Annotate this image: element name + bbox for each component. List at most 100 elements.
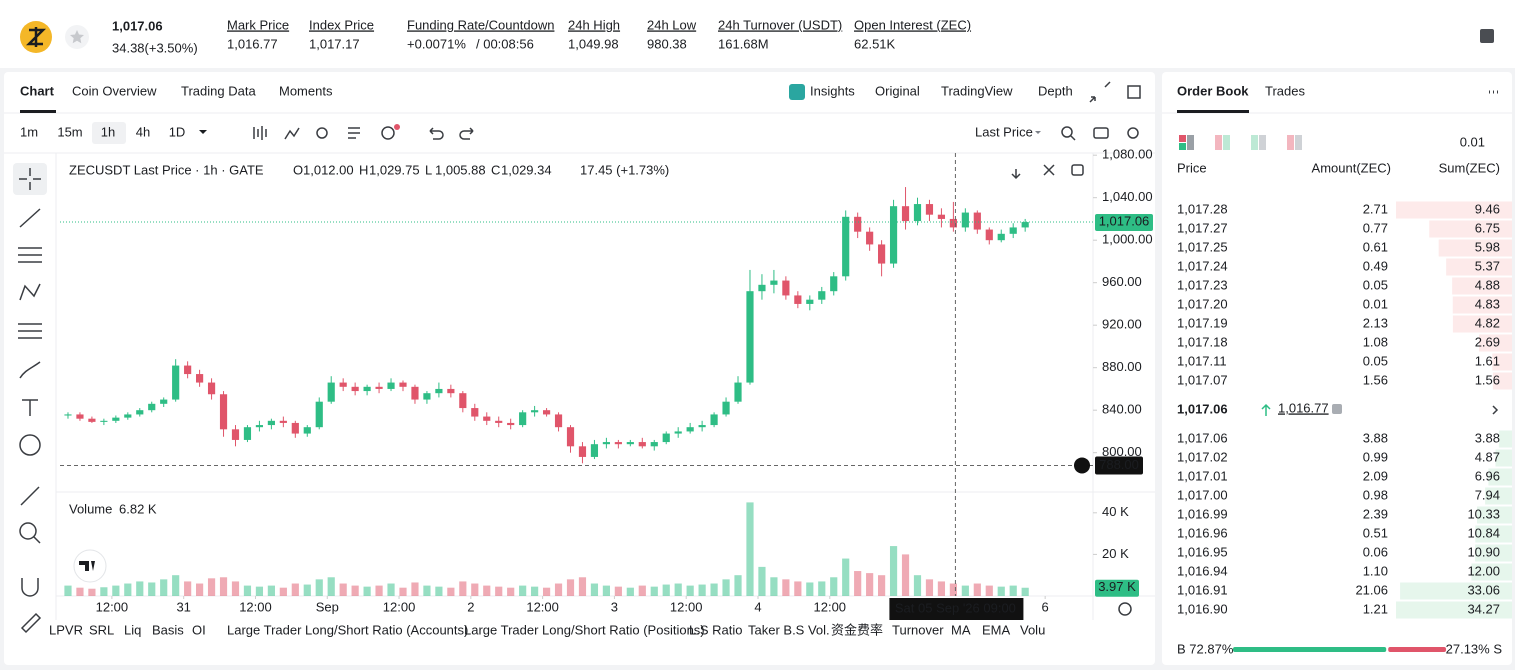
candle-body [734, 382, 742, 402]
chart-tab[interactable]: Chart [20, 83, 55, 98]
candle-body [997, 233, 1005, 241]
volume-bar [327, 577, 335, 596]
drawing-tools[interactable] [13, 163, 47, 634]
book-layout-icons[interactable] [1179, 135, 1302, 150]
book-amount: 0.51 [1363, 525, 1388, 540]
volume-bar [806, 582, 814, 596]
candle-body [806, 299, 814, 304]
volume-bar [973, 583, 981, 596]
book-price: 1,016.95 [1177, 544, 1228, 559]
indicator-tab[interactable]: LPVR [49, 622, 83, 637]
volume-bar [710, 583, 718, 596]
indicator-tab[interactable]: Large Trader Long/Short Ratio (Positions… [464, 622, 705, 637]
coin-logo-mark [25, 27, 47, 47]
indicator-tab[interactable]: 资金费率 [831, 622, 883, 637]
book-sum: 4.83 [1475, 296, 1500, 311]
candle-body [339, 382, 347, 387]
candle-body [889, 206, 898, 264]
chart-tab[interactable]: Coin Overview [72, 83, 157, 98]
volume-bar [638, 585, 646, 596]
indicator-tab[interactable]: L.S Ratio [689, 622, 742, 637]
candle-body [172, 365, 180, 400]
indicator-tab[interactable]: MA [951, 622, 971, 637]
book-tab[interactable]: Order Book [1177, 83, 1249, 98]
legend-key: L [425, 162, 432, 177]
candle-body [267, 420, 275, 426]
candle-body [937, 214, 946, 219]
interval[interactable]: 1m [20, 124, 38, 139]
volume-bar [985, 585, 993, 596]
volume-bar [231, 581, 240, 596]
indicator-tab[interactable]: OI [192, 622, 206, 637]
candle-body [925, 204, 934, 215]
volume-bar [339, 583, 347, 596]
volume-bar [112, 585, 120, 596]
volume-bar [100, 587, 108, 596]
caret [199, 130, 207, 134]
settings-icon[interactable] [1118, 602, 1132, 616]
add-alert[interactable] [1074, 457, 1090, 474]
chart-toolbar-icons [253, 81, 1141, 180]
volume-bar [435, 586, 443, 596]
candle-body [590, 444, 599, 457]
indicator-tab[interactable]: Large Trader Long/Short Ratio (Accounts) [227, 622, 468, 637]
view-tab[interactable]: Insights [810, 83, 855, 98]
book-amount: 0.99 [1363, 449, 1388, 464]
chart-tab[interactable]: Moments [279, 83, 333, 98]
book-price: 1,016.96 [1177, 525, 1228, 540]
volume-bar [734, 575, 742, 596]
price-type[interactable]: Last Price [975, 124, 1033, 139]
precision[interactable]: 0.01 [1460, 134, 1485, 149]
candle-body [351, 386, 359, 392]
interval[interactable]: 15m [57, 124, 82, 139]
book-price: 1,017.11 [1177, 353, 1227, 368]
order-book-panel [1162, 72, 1512, 665]
chart-tab[interactable]: Trading Data [181, 83, 256, 98]
candle-body [315, 401, 323, 428]
indicator-tab[interactable]: Basis [152, 622, 184, 637]
view-tab[interactable]: Original [875, 83, 920, 98]
candle-body [363, 386, 371, 392]
candle-body [830, 276, 838, 292]
candle-body [961, 212, 969, 228]
book-tab[interactable]: Trades [1265, 83, 1305, 98]
candle-body [794, 295, 802, 304]
view-tab[interactable]: Depth [1038, 83, 1073, 98]
book-price: 1,017.18 [1177, 334, 1228, 349]
candle-body [1009, 227, 1017, 234]
candle-body [554, 414, 563, 428]
book-amount: 0.01 [1363, 296, 1388, 311]
volume-bar [267, 585, 275, 596]
indicator-tab[interactable]: Taker B.S Vol. [748, 622, 830, 637]
candle-body [985, 229, 993, 241]
tv-logo [79, 561, 95, 571]
depth-bar [1452, 296, 1512, 314]
indicator-tab[interactable]: Volu [1020, 622, 1045, 637]
indicator-tab[interactable]: SRL [89, 622, 114, 637]
volume-bar [184, 581, 192, 596]
candle-body [542, 410, 551, 415]
depth-bar [1446, 258, 1512, 276]
book-amount: 0.98 [1363, 487, 1388, 502]
interval[interactable]: 4h [136, 124, 150, 139]
indicator-tab[interactable]: EMA [982, 622, 1011, 637]
header-icon[interactable] [1480, 29, 1494, 43]
interval[interactable]: 1D [169, 124, 186, 139]
volume-bar [674, 583, 682, 596]
indicator-tab[interactable]: Turnover [892, 622, 944, 637]
book-amount: 0.06 [1363, 544, 1388, 559]
indicator-tab[interactable]: Liq [124, 622, 141, 637]
candle-body [375, 386, 383, 389]
interval[interactable]: 1h [101, 124, 115, 139]
candle-body [758, 284, 766, 292]
volume-bar [423, 585, 431, 596]
chevron[interactable] [1492, 405, 1499, 415]
book-amount: 2.13 [1363, 315, 1388, 330]
candle-body [866, 231, 874, 245]
depth-bar [1492, 353, 1512, 371]
view-tab[interactable]: TradingView [941, 83, 1013, 98]
book-sum: 9.46 [1475, 201, 1500, 216]
book-price: 1,017.20 [1177, 296, 1228, 311]
book-sum: 33.06 [1467, 582, 1500, 597]
